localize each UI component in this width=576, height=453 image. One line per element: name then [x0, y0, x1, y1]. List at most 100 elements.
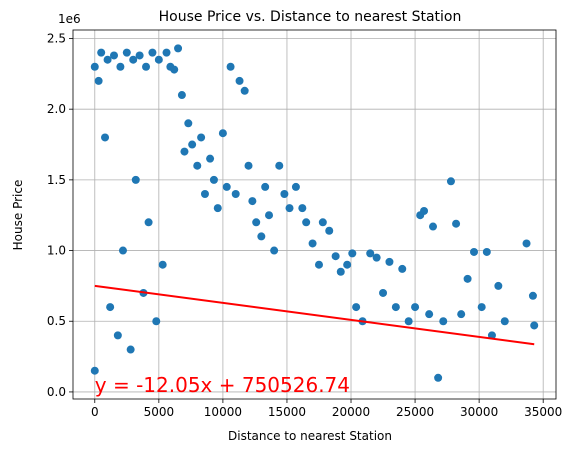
data-point [154, 55, 163, 64]
data-point [122, 48, 131, 57]
x-tick-label: 35000 [524, 405, 562, 419]
data-point [404, 317, 413, 326]
data-point [411, 303, 420, 312]
data-point [118, 246, 127, 255]
data-point [275, 161, 284, 170]
y-axis-ticks: 0.0 0.5 1.0 1.5 2.0 2.5 [47, 31, 73, 399]
x-axis-label: Distance to nearest Station [228, 429, 392, 443]
data-point [446, 177, 455, 186]
data-point [343, 260, 352, 269]
y-axis-label: House Price [11, 180, 25, 251]
data-point [180, 147, 189, 156]
x-tick-label: 30000 [460, 405, 498, 419]
data-point [235, 76, 244, 85]
data-point [482, 247, 491, 256]
data-point [197, 133, 206, 142]
data-point [135, 51, 144, 60]
chart-title: House Price vs. Distance to nearest Stat… [159, 9, 462, 25]
data-point [494, 281, 503, 290]
data-point [285, 204, 294, 213]
data-point [457, 310, 466, 319]
data-point [103, 55, 112, 64]
x-tick-label: 0 [91, 405, 99, 419]
data-point [97, 48, 106, 57]
data-point [222, 182, 231, 191]
data-point [226, 62, 235, 71]
data-point [398, 264, 407, 273]
data-point [331, 252, 340, 261]
data-point [129, 55, 138, 64]
data-point [142, 62, 151, 71]
data-point [177, 91, 186, 100]
data-point [528, 291, 537, 300]
data-point [302, 218, 311, 227]
data-point [162, 48, 171, 57]
data-point [252, 218, 261, 227]
data-point [500, 317, 509, 326]
y-tick-label: 0.0 [47, 385, 66, 399]
data-point [477, 303, 486, 312]
x-tick-label: 15000 [268, 405, 306, 419]
regression-equation: y = -12.05x + 750526.74 [95, 373, 350, 397]
y-tick-label: 2.5 [47, 31, 66, 45]
data-point [420, 206, 429, 215]
data-point [148, 48, 157, 57]
data-point [158, 260, 167, 269]
data-point [90, 366, 99, 375]
data-point [463, 274, 472, 283]
y-tick-label: 1.0 [47, 244, 66, 258]
scatter-points [90, 44, 539, 382]
x-tick-label: 10000 [204, 405, 242, 419]
data-point [257, 232, 266, 241]
data-point [352, 303, 361, 312]
data-point [206, 154, 215, 163]
x-axis-ticks: 0 5000 10000 15000 20000 25000 30000 35000 [91, 399, 562, 419]
y-axis-offset-label: 1e6 [58, 12, 81, 26]
data-point [452, 219, 461, 228]
data-point [439, 317, 448, 326]
data-point [291, 182, 300, 191]
data-point [265, 211, 274, 220]
data-point [109, 51, 118, 60]
data-point [434, 373, 443, 382]
data-point [325, 226, 334, 235]
data-point [336, 267, 345, 276]
data-point [240, 86, 249, 95]
data-point [244, 161, 253, 170]
data-point [131, 175, 140, 184]
data-point [113, 331, 122, 340]
data-point [425, 310, 434, 319]
y-tick-label: 1.5 [47, 173, 66, 187]
data-point [261, 182, 270, 191]
data-point [174, 44, 183, 53]
data-point [193, 161, 202, 170]
data-point [209, 175, 218, 184]
data-point [372, 253, 381, 262]
data-point [184, 119, 193, 128]
data-point [90, 62, 99, 71]
x-tick-label: 20000 [332, 405, 370, 419]
regression-line [94, 284, 535, 346]
data-point [470, 247, 479, 256]
data-point [318, 218, 327, 227]
x-tick-label: 25000 [396, 405, 434, 419]
regression-layer [94, 284, 535, 346]
data-point [200, 190, 209, 198]
data-point [231, 190, 240, 198]
data-point [366, 249, 375, 258]
data-point [144, 218, 153, 227]
data-point [94, 76, 103, 85]
y-tick-label: 0.5 [47, 314, 66, 328]
data-point [116, 62, 125, 71]
data-point [248, 197, 257, 206]
data-point [314, 260, 323, 269]
x-tick-label: 5000 [144, 405, 175, 419]
plot-frame [72, 29, 557, 400]
data-point [530, 321, 539, 330]
data-point [391, 303, 400, 312]
data-point [429, 222, 438, 231]
data-point [385, 257, 394, 266]
data-point [170, 65, 179, 74]
data-point [126, 345, 135, 354]
